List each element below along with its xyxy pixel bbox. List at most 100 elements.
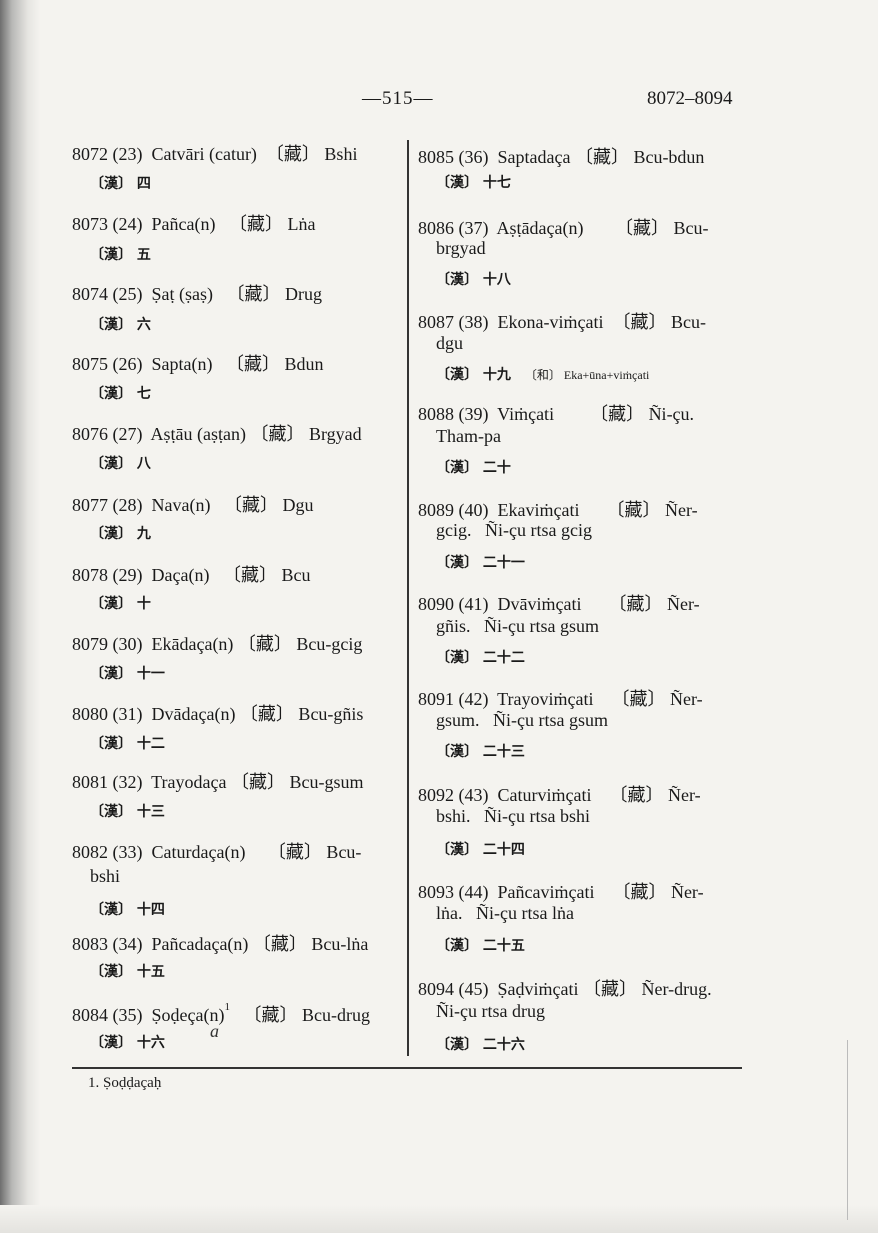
entry-main-text: 8072 (23) Catvāri (catur) 〔藏〕 Bshi <box>72 144 358 164</box>
chinese-equivalent: 〔漢〕 十八 <box>436 272 511 288</box>
entry-main-text: 8094 (45) Ṣaḍviṁçati 〔藏〕 Ñer-drug. <box>418 979 712 999</box>
entry-main-text: 8079 (30) Ekādaça(n) 〔藏〕 Bcu-gcig <box>72 634 363 654</box>
entry-headword-line: 8073 (24) Pañca(n) 〔藏〕 Lṅa <box>72 210 315 236</box>
scan-right-edge <box>847 1040 848 1220</box>
chinese-equivalent: 〔漢〕 十 <box>90 596 151 612</box>
entry-main-text: 8080 (31) Dvādaça(n) 〔藏〕 Bcu-gñis <box>72 704 364 724</box>
entry-headword-line: 8072 (23) Catvāri (catur) 〔藏〕 Bshi <box>72 140 357 166</box>
entry-headword-line: 8077 (28) Nava(n) 〔藏〕 Dgu <box>72 491 313 517</box>
chinese-equivalent: 〔漢〕 二十四 <box>436 842 525 858</box>
entry-continuation-line: gcig. Ñi-çu rtsa gcig <box>436 520 592 540</box>
entry-chinese-line: 〔漢〕 八 <box>90 452 151 473</box>
entry-main-text: 8084 (35) Ṣoḍeça(n) <box>72 1005 225 1025</box>
chinese-equivalent: 〔漢〕 二十 <box>436 460 511 476</box>
entry-continuation-line: bshi <box>90 866 121 886</box>
entry-headword-line: 8089 (40) Ekaviṁçati 〔藏〕 Ñer- <box>418 496 698 522</box>
entry-main-text: 8093 (44) Pañcaviṁçati 〔藏〕 Ñer- <box>418 882 704 902</box>
entry-chinese-line: 〔漢〕 十一 <box>90 662 165 683</box>
entry-headword-line: 8082 (33) Caturdaça(n) 〔藏〕 Bcu- <box>72 838 361 864</box>
chinese-equivalent: 〔漢〕 十五 <box>90 964 165 980</box>
entry-main-text: 8074 (25) Ṣaṭ (ṣaṣ) 〔藏〕 Drug <box>72 284 322 304</box>
entry-headword-line: 8074 (25) Ṣaṭ (ṣaṣ) 〔藏〕 Drug <box>72 280 322 306</box>
entry-headword-line: 8086 (37) Aṣṭādaça(n) 〔藏〕 Bcu- <box>418 214 708 240</box>
entry-chinese-line: 〔漢〕 二十四 <box>436 838 525 859</box>
entry-chinese-line: 〔漢〕 五 <box>90 243 151 264</box>
chinese-equivalent: 〔漢〕 八 <box>90 456 151 472</box>
handwritten-note: a <box>210 1021 219 1041</box>
chinese-equivalent: 〔漢〕 四 <box>90 176 151 192</box>
entry-main-text: 8078 (29) Daça(n) 〔藏〕 Bcu <box>72 565 311 585</box>
entry-main-text: 8076 (27) Aṣṭāu (aṣṭan) 〔藏〕 Brgyad <box>72 424 362 444</box>
entry-headword-line: 8092 (43) Caturviṁçati 〔藏〕 Ñer- <box>418 781 701 807</box>
entry-chinese-line: 〔漢〕 四 <box>90 172 151 193</box>
entry-continuation-line: Tham-pa <box>436 426 501 446</box>
entry-chinese-line: 〔漢〕 十四 <box>90 898 165 919</box>
chinese-equivalent: 〔漢〕 五 <box>90 247 151 263</box>
entry-headword-line: 8093 (44) Pañcaviṁçati 〔藏〕 Ñer- <box>418 878 704 904</box>
scan-edge-shadow <box>0 0 40 1233</box>
entry-continuation-line: lṅa. Ñi-çu rtsa lṅa <box>436 903 574 923</box>
entry-continuation-line: bshi. Ñi-çu rtsa bshi <box>436 806 590 826</box>
column-divider <box>407 140 409 1056</box>
chinese-equivalent: 〔漢〕 十二 <box>90 736 165 752</box>
entry-headword-line: 8076 (27) Aṣṭāu (aṣṭan) 〔藏〕 Brgyad <box>72 420 362 446</box>
chinese-equivalent: 〔漢〕 十三 <box>90 804 165 820</box>
entry-chinese-line: 〔漢〕 六 <box>90 313 151 334</box>
japanese-etymology-note: 〔和〕 Eka+ūna+viṁçati <box>524 368 650 382</box>
entry-chinese-line: 〔漢〕 二十三 <box>436 740 525 761</box>
chinese-equivalent: 〔漢〕 十四 <box>90 902 165 918</box>
entry-range: 8072–8094 <box>647 88 733 109</box>
chinese-equivalent: 〔漢〕 十六 <box>90 1035 165 1051</box>
entry-main-text: 8087 (38) Ekona-viṁçati 〔藏〕 Bcu- <box>418 312 706 332</box>
entry-headword-line: 8083 (34) Pañcadaça(n) 〔藏〕 Bcu-lṅa <box>72 930 368 956</box>
entry-main-text: 8088 (39) Viṁçati 〔藏〕 Ñi-çu. <box>418 404 695 424</box>
entry-main-text: 8086 (37) Aṣṭādaça(n) 〔藏〕 Bcu- <box>418 218 709 238</box>
footnote-marker: 1 <box>224 1001 230 1013</box>
entry-headword-line: 8075 (26) Sapta(n) 〔藏〕 Bdun <box>72 350 323 376</box>
entry-main-text: 8077 (28) Nava(n) 〔藏〕 Dgu <box>72 495 314 515</box>
footnote: 1. Ṣoḍḍaçaḥ <box>88 1075 162 1091</box>
entry-chinese-line: 〔漢〕 二十 <box>436 456 511 477</box>
entry-main-text: 8089 (40) Ekaviṁçati 〔藏〕 Ñer- <box>418 500 698 520</box>
chinese-equivalent: 〔漢〕 九 <box>90 526 151 542</box>
entry-headword-line: 8088 (39) Viṁçati 〔藏〕 Ñi-çu. <box>418 400 694 426</box>
entry-continuation-line: Ñi-çu rtsa drug <box>436 1001 545 1021</box>
entry-continuation-line: gsum. Ñi-çu rtsa gsum <box>436 710 608 730</box>
entry-main-text: 8091 (42) Trayoviṁçati 〔藏〕 Ñer- <box>418 689 703 709</box>
page-number: —515— <box>362 88 434 109</box>
chinese-equivalent: 〔漢〕 二十六 <box>436 1037 525 1053</box>
entry-chinese-line: 〔漢〕 十五 <box>90 960 165 981</box>
entry-main-text: 8083 (34) Pañcadaça(n) 〔藏〕 Bcu-lṅa <box>72 934 369 954</box>
chinese-equivalent: 〔漢〕 十七 <box>436 175 511 191</box>
entry-headword-line: 8078 (29) Daça(n) 〔藏〕 Bcu <box>72 561 310 587</box>
entry-chinese-line: 〔漢〕 十六 <box>90 1031 165 1052</box>
entry-chinese-line: 〔漢〕 十二 <box>90 732 165 753</box>
chinese-equivalent: 〔漢〕 二十五 <box>436 938 525 954</box>
entry-chinese-line: 〔漢〕 十九 〔和〕 Eka+ūna+viṁçati <box>436 363 649 384</box>
chinese-equivalent: 〔漢〕 六 <box>90 317 151 333</box>
chinese-equivalent: 〔漢〕 十九 <box>436 367 511 383</box>
entry-chinese-line: 〔漢〕 十三 <box>90 800 165 821</box>
entry-chinese-line: 〔漢〕 七 <box>90 382 151 403</box>
chinese-equivalent: 〔漢〕 二十二 <box>436 650 525 666</box>
entry-chinese-line: 〔漢〕 十八 <box>436 268 511 289</box>
entry-main-text: 8075 (26) Sapta(n) 〔藏〕 Bdun <box>72 354 324 374</box>
entry-main-text: 8092 (43) Caturviṁçati 〔藏〕 Ñer- <box>418 785 701 805</box>
entry-chinese-line: 〔漢〕 九 <box>90 522 151 543</box>
entry-chinese-line: 〔漢〕 二十五 <box>436 934 525 955</box>
entry-main-text: 8073 (24) Pañca(n) 〔藏〕 Lṅa <box>72 214 316 234</box>
entry-headword-line: 8094 (45) Ṣaḍviṁçati 〔藏〕 Ñer-drug. <box>418 975 712 1001</box>
entry-headword-line: 8085 (36) Saptadaça 〔藏〕 Bcu-bdun <box>418 143 704 169</box>
entry-chinese-line: 〔漢〕 二十二 <box>436 646 525 667</box>
chinese-equivalent: 〔漢〕 十一 <box>90 666 165 682</box>
entry-headword-line: 8081 (32) Trayodaça 〔藏〕 Bcu-gsum <box>72 768 363 794</box>
entry-chinese-line: 〔漢〕 二十六 <box>436 1033 525 1054</box>
entry-continuation-line: brgyad <box>436 238 486 258</box>
chinese-equivalent: 〔漢〕 七 <box>90 386 151 402</box>
entry-main-text: 8081 (32) Trayodaça 〔藏〕 Bcu-gsum <box>72 772 364 792</box>
entry-continuation-line: gñis. Ñi-çu rtsa gsum <box>436 616 599 636</box>
entry-headword-line: 8084 (35) Ṣoḍeça(n)1 〔藏〕 Bcu-drug <box>72 1001 370 1027</box>
entry-chinese-line: 〔漢〕 二十一 <box>436 551 525 572</box>
entry-headword-line: 8090 (41) Dvāviṁçati 〔藏〕 Ñer- <box>418 590 700 616</box>
entry-chinese-line: 〔漢〕 十七 <box>436 171 511 192</box>
